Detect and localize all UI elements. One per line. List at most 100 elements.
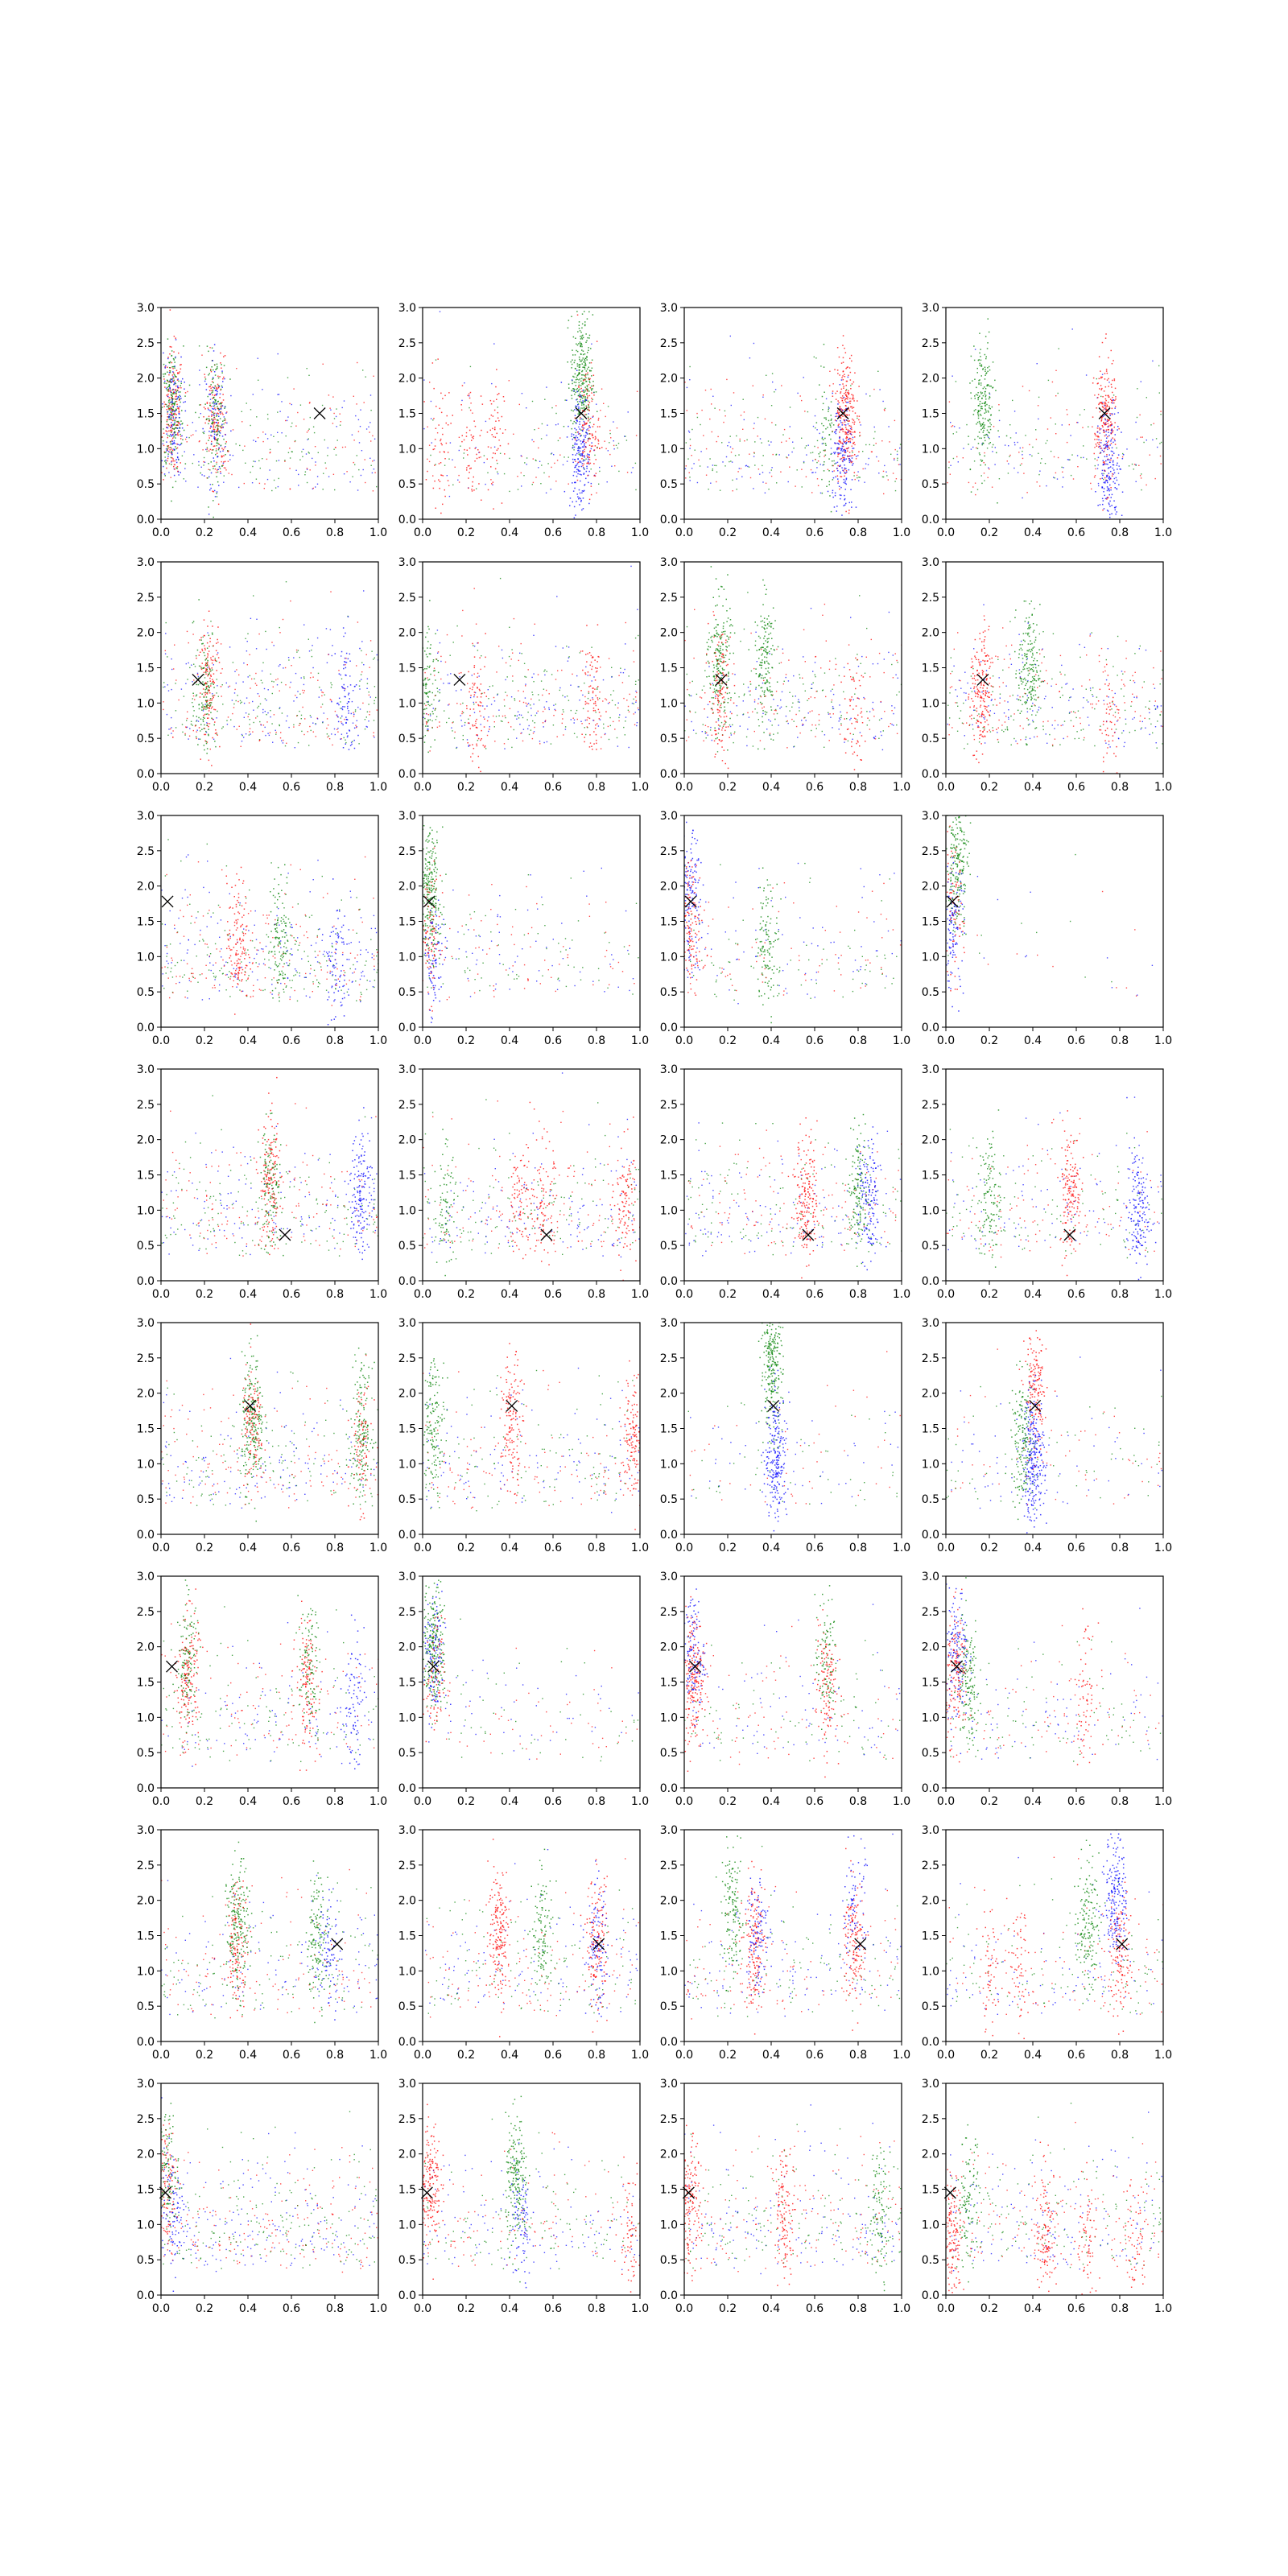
y-tick-label: 1.5 [660, 408, 678, 421]
data-point [1106, 404, 1108, 406]
data-point [497, 394, 498, 395]
data-point [217, 393, 218, 394]
data-point [979, 413, 981, 415]
data-point [221, 427, 222, 429]
data-point [156, 406, 158, 407]
y-tick-label: 0.5 [660, 478, 678, 491]
data-point [1028, 390, 1030, 392]
data-point [1104, 477, 1106, 479]
data-point [193, 454, 195, 456]
data-point [1097, 456, 1100, 459]
data-point [828, 385, 831, 386]
x-tick-label: 0.4 [239, 526, 257, 539]
data-point [221, 405, 224, 407]
data-point [171, 425, 173, 427]
data-point [213, 664, 214, 666]
data-point [603, 727, 605, 729]
data-point [180, 356, 182, 358]
data-point [583, 435, 585, 437]
data-point [579, 364, 581, 365]
data-point [214, 465, 216, 467]
data-point [830, 438, 832, 440]
x-tick-label: 1.0 [631, 526, 649, 539]
data-point [441, 444, 443, 446]
data-point [845, 549, 847, 551]
data-point [822, 402, 824, 405]
data-point [884, 464, 886, 467]
data-point [205, 700, 207, 703]
data-point [281, 432, 283, 434]
data-point [575, 464, 576, 467]
data-point [448, 495, 451, 497]
data-point [210, 387, 212, 390]
data-point [627, 411, 629, 413]
data-point [847, 429, 849, 431]
data-point [438, 463, 440, 464]
data-point [762, 396, 764, 398]
data-point [337, 716, 339, 718]
data-point [797, 392, 799, 394]
data-point [1117, 429, 1118, 431]
data-point [173, 474, 175, 477]
data-point [747, 465, 749, 468]
data-point [835, 415, 836, 418]
data-point [1102, 503, 1104, 506]
data-point [167, 380, 168, 382]
data-point [839, 436, 840, 439]
data-point [177, 396, 180, 398]
data-point [1106, 486, 1108, 488]
data-point [263, 687, 266, 690]
data-point [438, 479, 440, 481]
data-point [618, 720, 620, 722]
data-point [1105, 463, 1107, 465]
data-point [588, 362, 591, 364]
data-point [1009, 454, 1011, 456]
data-point [1113, 452, 1115, 454]
data-point [579, 421, 580, 423]
data-point [197, 720, 200, 722]
data-point [588, 456, 591, 459]
data-point [1062, 486, 1063, 488]
data-point [506, 695, 508, 696]
data-point [841, 422, 844, 424]
data-point [594, 475, 597, 477]
data-point [857, 455, 859, 456]
data-point [178, 422, 180, 423]
data-point [439, 721, 440, 723]
data-point [588, 426, 590, 428]
data-point [520, 642, 522, 645]
data-point [981, 444, 983, 446]
data-point [838, 452, 840, 454]
data-point [203, 683, 205, 685]
data-point [346, 733, 348, 734]
data-point [584, 414, 586, 415]
data-point [842, 438, 844, 440]
data-point [358, 469, 360, 471]
data-point [834, 463, 836, 464]
data-point [811, 492, 813, 493]
data-point [214, 445, 216, 447]
data-point [834, 443, 836, 444]
data-point [592, 388, 593, 390]
data-point [512, 680, 514, 682]
data-point [1113, 394, 1115, 396]
data-point [169, 367, 171, 369]
data-point [197, 683, 200, 686]
data-point [201, 354, 203, 356]
data-point [572, 482, 573, 484]
x-tick-label: 0.4 [1024, 526, 1042, 539]
data-point [440, 512, 442, 514]
data-point [998, 419, 1001, 422]
data-point [220, 473, 221, 474]
data-point [585, 414, 588, 415]
data-point [841, 455, 844, 456]
data-point [576, 398, 577, 401]
data-point [1101, 402, 1103, 405]
data-point [336, 729, 338, 730]
data-point [844, 401, 847, 402]
data-point [177, 420, 180, 423]
data-point [1106, 444, 1108, 446]
data-point [576, 535, 577, 536]
data-point [170, 411, 171, 413]
data-point [302, 706, 303, 708]
